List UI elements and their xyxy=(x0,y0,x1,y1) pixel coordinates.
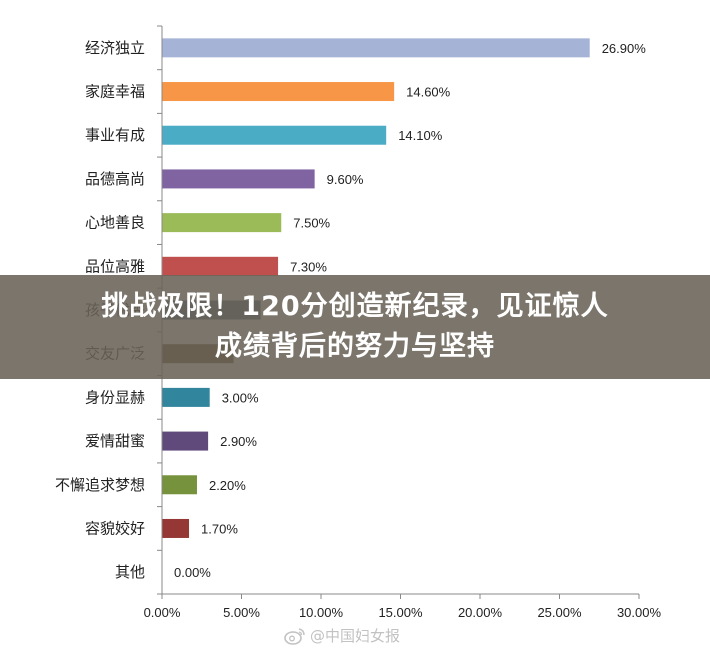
headline-line-2: 成绩背后的努力与坚持 xyxy=(215,331,495,362)
category-label-0: 经济独立 xyxy=(85,39,145,57)
x-tick-label-2: 10.00% xyxy=(299,605,344,620)
value-label-3: 9.60% xyxy=(327,172,364,187)
x-tick-label-6: 30.00% xyxy=(617,605,662,620)
x-tick-label-3: 15.00% xyxy=(378,605,423,620)
bar-9 xyxy=(162,431,209,451)
bar-2 xyxy=(162,125,387,145)
category-label-9: 爱情甜蜜 xyxy=(85,432,145,450)
watermark: @中国妇女报 xyxy=(284,625,400,646)
value-label-9: 2.90% xyxy=(220,434,257,449)
bar-5 xyxy=(162,256,279,276)
bar-3 xyxy=(162,169,315,189)
headline-banner: 挑战极限！120分创造新纪录，见证惊人 成绩背后的努力与坚持 xyxy=(0,275,710,379)
x-tick-label-4: 20.00% xyxy=(458,605,503,620)
category-label-4: 心地善良 xyxy=(85,214,145,232)
weibo-icon xyxy=(284,627,305,645)
bar-1 xyxy=(162,82,395,102)
bar-11 xyxy=(162,518,190,538)
category-label-3: 品德高尚 xyxy=(85,170,145,188)
category-label-10: 不懈追求梦想 xyxy=(55,476,145,494)
category-label-1: 家庭幸福 xyxy=(85,83,145,101)
category-label-11: 容貌姣好 xyxy=(85,519,145,537)
value-label-10: 2.20% xyxy=(209,478,246,493)
x-tick-label-0: 0.00% xyxy=(144,605,181,620)
category-label-5: 品位高雅 xyxy=(85,257,145,275)
value-label-12: 0.00% xyxy=(174,565,211,580)
category-label-2: 事业有成 xyxy=(85,126,145,144)
value-label-2: 14.10% xyxy=(398,128,443,143)
x-tick-label-5: 25.00% xyxy=(537,605,582,620)
bar-8 xyxy=(162,387,210,407)
category-label-12: 其他 xyxy=(115,563,145,581)
watermark-text: @中国妇女报 xyxy=(310,627,401,645)
bar-10 xyxy=(162,475,197,495)
value-label-8: 3.00% xyxy=(222,390,259,405)
headline-line-1: 挑战极限！120分创造新纪录，见证惊人 xyxy=(101,291,609,322)
value-label-0: 26.90% xyxy=(602,41,647,56)
bar-0 xyxy=(162,38,590,58)
value-label-4: 7.50% xyxy=(293,216,330,231)
category-label-8: 身份显赫 xyxy=(85,388,145,406)
value-label-1: 14.60% xyxy=(406,85,451,100)
bar-4 xyxy=(162,213,282,233)
x-tick-label-1: 5.00% xyxy=(223,605,260,620)
value-label-11: 1.70% xyxy=(201,521,238,536)
value-label-5: 7.30% xyxy=(290,259,327,274)
